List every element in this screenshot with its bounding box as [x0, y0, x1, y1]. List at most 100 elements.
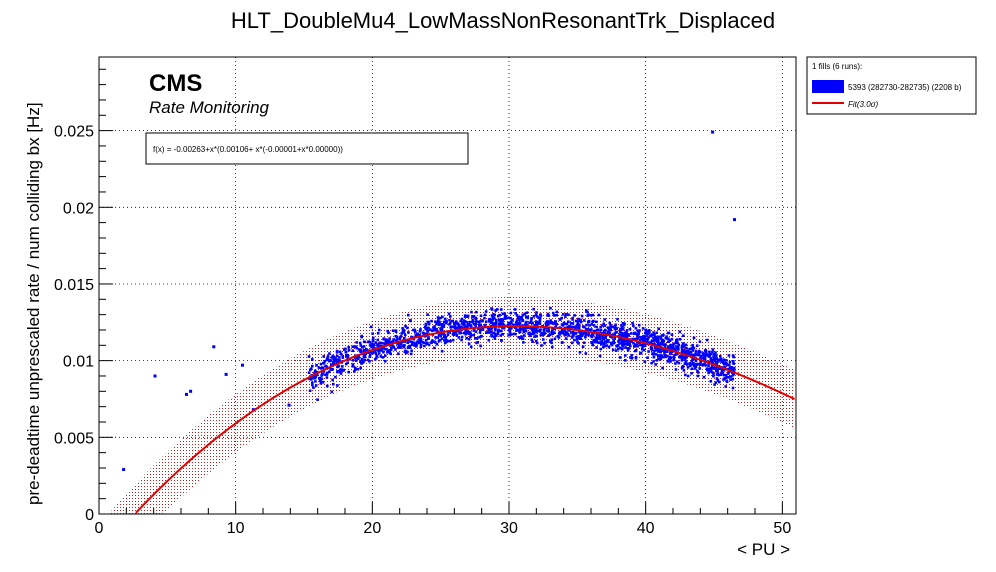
data-point — [501, 326, 504, 330]
data-point — [716, 369, 719, 372]
data-point — [674, 353, 678, 356]
data-point — [307, 377, 311, 381]
data-point — [620, 331, 624, 335]
data-point — [375, 356, 378, 360]
data-point — [708, 350, 711, 354]
data-point — [553, 337, 557, 341]
data-point — [469, 333, 473, 337]
data-point — [677, 361, 681, 365]
data-point — [394, 330, 398, 333]
data-point — [591, 332, 595, 335]
data-point — [582, 325, 586, 329]
data-point — [404, 351, 408, 355]
data-point — [500, 339, 503, 342]
data-point — [449, 321, 452, 325]
data-point — [386, 341, 389, 345]
data-point — [462, 321, 466, 324]
data-point — [609, 341, 613, 345]
data-point — [547, 330, 550, 333]
data-point — [642, 342, 645, 346]
data-point — [415, 342, 418, 346]
data-point — [602, 342, 606, 345]
fit-band-area — [109, 297, 794, 514]
data-point — [535, 311, 538, 314]
fit-formula-text: f(x) = -0.00263+x*(0.00106+ x*(-0.00001+… — [153, 145, 343, 154]
data-point — [430, 329, 434, 333]
data-point — [404, 324, 407, 328]
data-point — [479, 319, 483, 323]
data-point — [455, 327, 459, 330]
data-point — [641, 327, 645, 330]
data-point — [548, 333, 552, 337]
data-point — [728, 366, 732, 370]
data-point — [723, 365, 727, 369]
data-point — [654, 335, 657, 339]
data-point — [705, 367, 709, 370]
data-point — [660, 334, 664, 337]
data-point — [530, 321, 533, 324]
data-point — [577, 335, 580, 338]
chart-title: HLT_DoubleMu4_LowMassNonResonantTrk_Disp… — [231, 8, 775, 33]
data-point — [400, 332, 403, 335]
data-point — [663, 350, 667, 354]
data-point — [308, 389, 312, 392]
data-point — [655, 337, 658, 340]
data-point — [561, 341, 564, 344]
data-point — [701, 353, 705, 356]
data-point — [450, 325, 453, 328]
data-point-outlier — [711, 130, 715, 134]
data-point — [652, 360, 655, 363]
data-point — [438, 320, 441, 324]
data-point — [535, 341, 539, 345]
data-point — [550, 341, 553, 345]
data-point — [537, 321, 540, 324]
data-point — [709, 380, 713, 383]
data-point — [675, 345, 678, 348]
data-point — [678, 355, 681, 359]
data-point — [727, 354, 731, 357]
data-point — [545, 329, 549, 333]
data-point — [410, 349, 413, 353]
data-point — [680, 349, 684, 353]
data-point — [492, 313, 495, 316]
data-point — [520, 335, 523, 338]
data-point — [639, 339, 642, 342]
data-point — [588, 324, 591, 327]
y-tick-label: 0 — [85, 507, 94, 524]
data-point — [514, 332, 517, 336]
data-point — [570, 325, 573, 329]
data-point — [640, 337, 643, 341]
data-point — [347, 370, 350, 374]
data-point — [441, 332, 444, 336]
data-point — [539, 313, 542, 316]
data-point-outlier — [185, 392, 188, 396]
data-point — [424, 332, 427, 335]
data-point — [731, 354, 735, 357]
data-point — [597, 337, 601, 340]
data-point — [335, 354, 339, 358]
data-point — [666, 360, 670, 363]
data-point — [314, 380, 317, 383]
data-point — [608, 321, 612, 325]
data-point — [494, 318, 498, 322]
data-point — [357, 357, 360, 360]
data-point — [434, 336, 437, 339]
data-point — [363, 340, 367, 344]
data-point — [579, 318, 582, 322]
data-point — [387, 331, 390, 335]
data-point — [444, 336, 448, 339]
data-point — [699, 354, 703, 358]
data-point — [478, 324, 481, 328]
data-point — [507, 316, 510, 320]
data-point — [429, 328, 432, 331]
legend: 1 fills (6 runs): 5393 (282730-282735) (… — [806, 56, 977, 115]
data-point — [339, 368, 342, 371]
data-point — [469, 345, 473, 349]
data-point — [334, 375, 337, 379]
data-point — [338, 356, 341, 359]
data-point — [490, 334, 494, 338]
data-point — [686, 374, 690, 378]
data-point — [611, 341, 614, 344]
data-point — [604, 340, 607, 343]
data-point — [336, 384, 339, 387]
